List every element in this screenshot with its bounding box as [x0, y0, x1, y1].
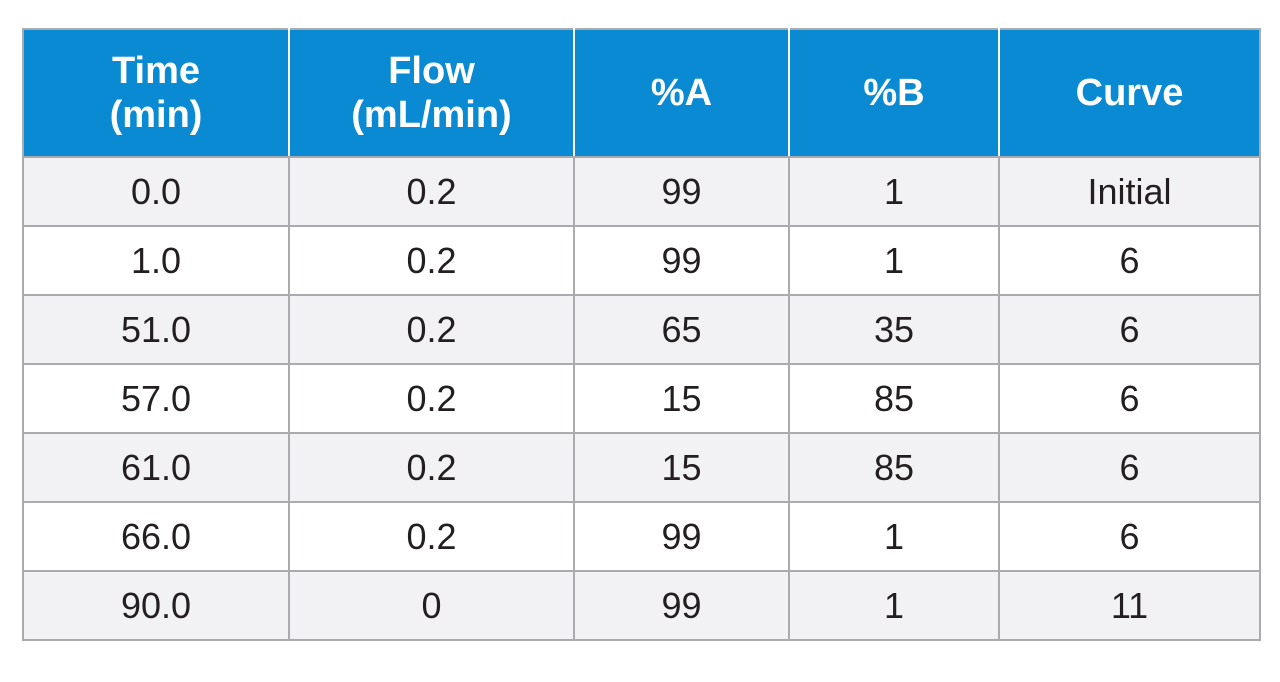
cell-flow: 0	[288, 570, 575, 641]
cell-pct-b: 35	[788, 294, 1000, 365]
cell-curve: 6	[998, 432, 1261, 503]
header-flow-line2: (mL/min)	[351, 94, 512, 136]
header-pct-a: %A	[573, 28, 790, 158]
cell-time: 90.0	[22, 570, 290, 641]
cell-pct-a: 15	[573, 363, 790, 434]
table-row: 1.0 0.2 99 1 6	[22, 225, 1261, 296]
table-row: 0.0 0.2 99 1 Initial	[22, 156, 1261, 227]
cell-curve: 6	[998, 294, 1261, 365]
table-row: 66.0 0.2 99 1 6	[22, 501, 1261, 572]
header-flow-line1: Flow	[388, 50, 475, 92]
table-row: 90.0 0 99 1 11	[22, 570, 1261, 641]
cell-time: 61.0	[22, 432, 290, 503]
cell-pct-a: 15	[573, 432, 790, 503]
cell-flow: 0.2	[288, 156, 575, 227]
cell-curve: 6	[998, 363, 1261, 434]
cell-pct-b: 1	[788, 501, 1000, 572]
cell-curve: 6	[998, 501, 1261, 572]
header-time-line1: Time	[111, 50, 200, 92]
cell-pct-b: 85	[788, 363, 1000, 434]
cell-pct-a: 65	[573, 294, 790, 365]
header-flow: Flow (mL/min)	[288, 28, 575, 158]
cell-pct-b: 1	[788, 570, 1000, 641]
cell-curve: Initial	[998, 156, 1261, 227]
table-row: 61.0 0.2 15 85 6	[22, 432, 1261, 503]
header-row: Time (min) Flow (mL/min) %A %B Curve	[22, 28, 1261, 158]
cell-curve: 6	[998, 225, 1261, 296]
cell-pct-a: 99	[573, 570, 790, 641]
table-row: 51.0 0.2 65 35 6	[22, 294, 1261, 365]
cell-pct-a: 99	[573, 225, 790, 296]
cell-time: 1.0	[22, 225, 290, 296]
cell-pct-a: 99	[573, 156, 790, 227]
cell-pct-a: 99	[573, 501, 790, 572]
cell-flow: 0.2	[288, 501, 575, 572]
cell-time: 0.0	[22, 156, 290, 227]
cell-flow: 0.2	[288, 363, 575, 434]
header-time: Time (min)	[22, 28, 290, 158]
cell-pct-b: 1	[788, 225, 1000, 296]
table-row: 57.0 0.2 15 85 6	[22, 363, 1261, 434]
header-time-line2: (min)	[109, 94, 203, 136]
header-curve: Curve	[998, 28, 1261, 158]
cell-flow: 0.2	[288, 432, 575, 503]
cell-flow: 0.2	[288, 225, 575, 296]
table-body: 0.0 0.2 99 1 Initial 1.0 0.2 99 1 6 51.0 0.2 65 35 6 57…	[22, 156, 1261, 641]
cell-pct-b: 85	[788, 432, 1000, 503]
cell-pct-b: 1	[788, 156, 1000, 227]
header-pct-b: %B	[788, 28, 1000, 158]
cell-curve: 11	[998, 570, 1261, 641]
cell-time: 66.0	[22, 501, 290, 572]
cell-time: 57.0	[22, 363, 290, 434]
cell-time: 51.0	[22, 294, 290, 365]
cell-flow: 0.2	[288, 294, 575, 365]
gradient-table: Time (min) Flow (mL/min) %A %B Curve 0.0…	[22, 28, 1261, 641]
